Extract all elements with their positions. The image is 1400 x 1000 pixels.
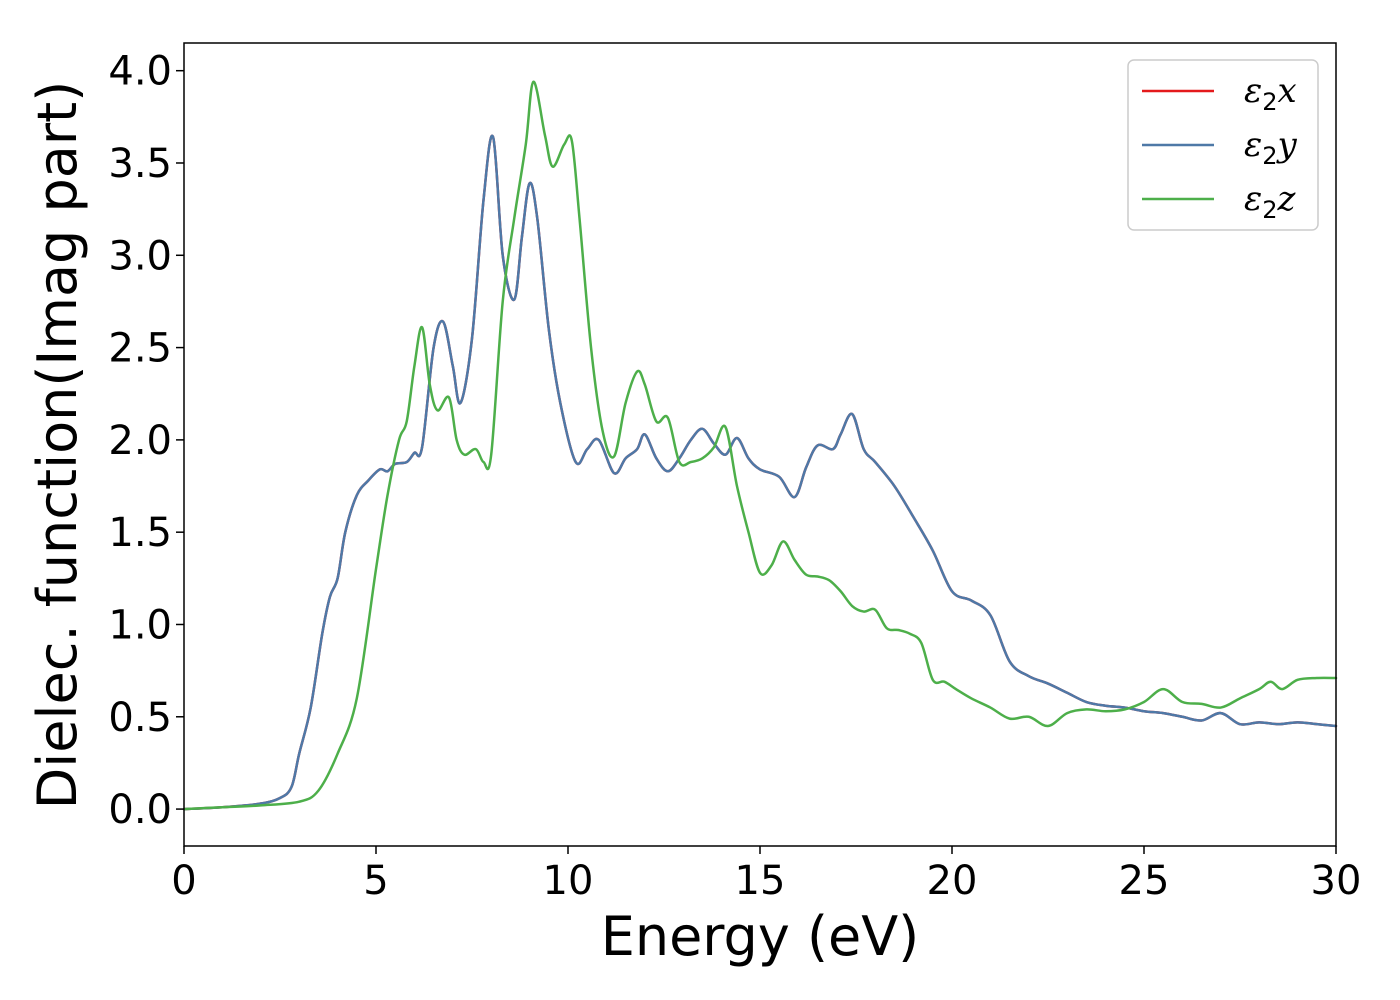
legend-label-x: ε2x bbox=[1244, 71, 1297, 116]
y-tick-label: 3.5 bbox=[108, 141, 172, 187]
x-tick-label: 10 bbox=[543, 858, 594, 904]
series-line-z bbox=[182, 80, 1338, 811]
x-axis-ticks: 0 5 10 15 20 25 30 bbox=[171, 846, 1361, 904]
series-line-y bbox=[182, 134, 1338, 811]
x-axis-label: Energy (eV) bbox=[601, 905, 920, 968]
y-tick-label: 0.0 bbox=[108, 787, 172, 833]
y-tick-label: 2.5 bbox=[108, 326, 172, 372]
y-tick-label: 1.5 bbox=[108, 510, 172, 556]
x-tick-label: 25 bbox=[1119, 858, 1170, 904]
series-layer bbox=[182, 80, 1338, 811]
y-tick-label: 1.0 bbox=[108, 602, 172, 648]
y-axis-ticks: 0.0 0.5 1.0 1.5 2.0 2.5 3.0 3.5 4.0 bbox=[108, 49, 184, 833]
x-tick-label: 15 bbox=[735, 858, 786, 904]
legend-label-z: ε2z bbox=[1244, 179, 1297, 224]
y-tick-label: 4.0 bbox=[108, 49, 172, 95]
y-tick-label: 2.0 bbox=[108, 418, 172, 464]
x-tick-label: 20 bbox=[927, 858, 978, 904]
y-tick-label: 3.0 bbox=[108, 233, 172, 279]
legend: ε2x ε2y ε2z bbox=[1127, 59, 1319, 231]
legend-box bbox=[1127, 59, 1319, 231]
y-axis-label: Dielec. function(Imag part) bbox=[26, 81, 89, 810]
x-tick-label: 5 bbox=[363, 858, 388, 904]
series-line-x bbox=[182, 134, 1338, 811]
x-tick-label: 0 bbox=[171, 858, 196, 904]
legend-label-y: ε2y bbox=[1244, 125, 1298, 170]
y-tick-label: 0.5 bbox=[108, 695, 172, 741]
x-tick-label: 30 bbox=[1311, 858, 1362, 904]
